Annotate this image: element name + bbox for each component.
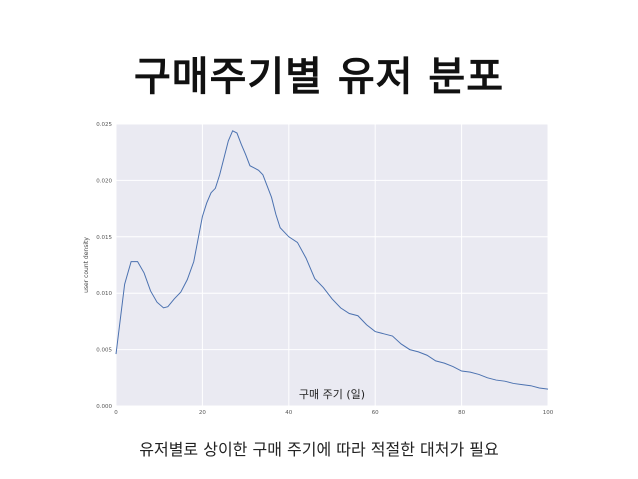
x-axis-label: 구매 주기 (일) (299, 387, 365, 401)
density-chart-svg: 0.000 0.005 0.010 0.015 0.020 0.025 0 20 40 60 80 1… (83, 122, 554, 416)
x-tick-label: 0 (114, 410, 118, 416)
x-tick-label: 80 (458, 410, 465, 416)
y-tick-label: 0.020 (96, 178, 112, 184)
density-line (115, 130, 549, 390)
tick-labels: 0.000 0.005 0.010 0.015 0.020 0.025 0 20 40 60 80 1… (96, 122, 553, 416)
slide-title: 구매주기별 유저 분포 (133, 54, 505, 100)
slide-caption: 유저별로 상이한 구매 주기에 따라 적절한 대처가 필요 (139, 440, 499, 459)
x-tick-label: 20 (199, 410, 206, 416)
y-tick-label: 0.015 (96, 235, 112, 241)
y-tick-label: 0.000 (96, 404, 112, 410)
density-chart: 0.000 0.005 0.010 0.015 0.020 0.025 0 20 40 60 80 1… (80, 118, 560, 428)
x-tick-label: 40 (285, 410, 292, 416)
x-tick-label: 100 (543, 410, 554, 416)
plot-background (116, 124, 548, 406)
grid-lines (115, 123, 549, 407)
y-tick-label: 0.010 (96, 291, 112, 297)
y-tick-label: 0.005 (96, 348, 112, 354)
x-tick-label: 60 (372, 410, 379, 416)
y-tick-label: 0.025 (96, 122, 112, 128)
series-layer (115, 130, 549, 390)
y-axis-label: user count density (83, 237, 90, 293)
